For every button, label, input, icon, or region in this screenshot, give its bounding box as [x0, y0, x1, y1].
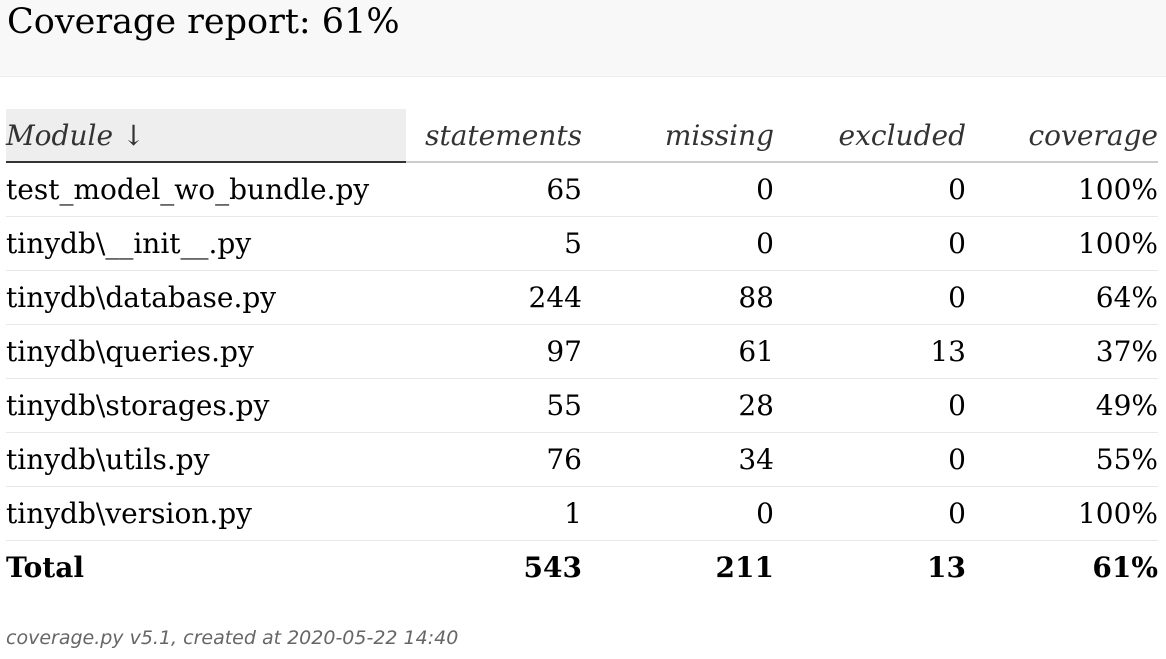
excluded-cell: 0 [774, 216, 966, 271]
column-header-excluded[interactable]: excluded [774, 109, 966, 163]
coverage-cell: 100% [966, 486, 1158, 541]
coverage-cell: 100% [966, 162, 1158, 217]
excluded-cell: 13 [774, 324, 966, 379]
table-row: tinydb\storages.py 55 28 0 49% [6, 378, 1158, 433]
column-header-coverage[interactable]: coverage [966, 109, 1158, 163]
module-link[interactable]: tinydb\database.py [6, 270, 406, 325]
footer-text: coverage.py v5.1, created at 2020-05-22 … [6, 627, 459, 649]
excluded-cell: 0 [774, 378, 966, 433]
total-excluded: 13 [927, 551, 966, 584]
coverage-cell: 64% [966, 270, 1158, 325]
missing-cell: 0 [582, 216, 774, 271]
module-link[interactable]: tinydb\version.py [6, 486, 406, 541]
total-coverage: 61% [1092, 551, 1158, 584]
table-row: tinydb\queries.py 97 61 13 37% [6, 324, 1158, 379]
missing-cell: 34 [582, 432, 774, 487]
excluded-cell: 0 [774, 432, 966, 487]
statements-cell: 1 [406, 486, 582, 541]
statements-cell: 65 [406, 162, 582, 217]
page-title: Coverage report: 61% [7, 2, 400, 42]
coverage-table: Module ↓ statements missing excluded cov… [6, 109, 1158, 594]
column-header-missing[interactable]: missing [582, 109, 774, 163]
header: Coverage report: 61% [0, 0, 1166, 77]
total-missing: 211 [715, 551, 774, 584]
statements-cell: 76 [406, 432, 582, 487]
coverage-cell: 49% [966, 378, 1158, 433]
total-label: Total [6, 551, 85, 584]
statements-cell: 55 [406, 378, 582, 433]
excluded-cell: 0 [774, 162, 966, 217]
module-link[interactable]: tinydb\storages.py [6, 378, 406, 433]
table-header-row: Module ↓ statements missing excluded cov… [6, 109, 1158, 163]
excluded-cell: 0 [774, 486, 966, 541]
missing-cell: 88 [582, 270, 774, 325]
missing-cell: 0 [582, 162, 774, 217]
coverage-cell: 55% [966, 432, 1158, 487]
total-statements: 543 [523, 551, 582, 584]
missing-cell: 28 [582, 378, 774, 433]
table-row: test_model_wo_bundle.py 65 0 0 100% [6, 162, 1158, 217]
module-link[interactable]: test_model_wo_bundle.py [6, 162, 406, 217]
excluded-cell: 0 [774, 270, 966, 325]
missing-cell: 0 [582, 486, 774, 541]
total-row: Total 543 211 13 61% [6, 541, 1158, 595]
coverage-cell: 37% [966, 324, 1158, 379]
module-link[interactable]: tinydb\utils.py [6, 432, 406, 487]
coverage-index: Module ↓ statements missing excluded cov… [6, 109, 1158, 594]
coverage-cell: 100% [966, 216, 1158, 271]
table-row: tinydb\database.py 244 88 0 64% [6, 270, 1158, 325]
table-row: tinydb\version.py 1 0 0 100% [6, 486, 1158, 541]
missing-cell: 61 [582, 324, 774, 379]
statements-cell: 5 [406, 216, 582, 271]
module-link[interactable]: tinydb\__init__.py [6, 216, 406, 271]
table-row: tinydb\utils.py 76 34 0 55% [6, 432, 1158, 487]
statements-cell: 97 [406, 324, 582, 379]
column-header-module[interactable]: Module ↓ [6, 109, 406, 163]
statements-cell: 244 [406, 270, 582, 325]
table-row: tinydb\__init__.py 5 0 0 100% [6, 216, 1158, 271]
column-header-statements[interactable]: statements [406, 109, 582, 163]
module-link[interactable]: tinydb\queries.py [6, 324, 406, 379]
